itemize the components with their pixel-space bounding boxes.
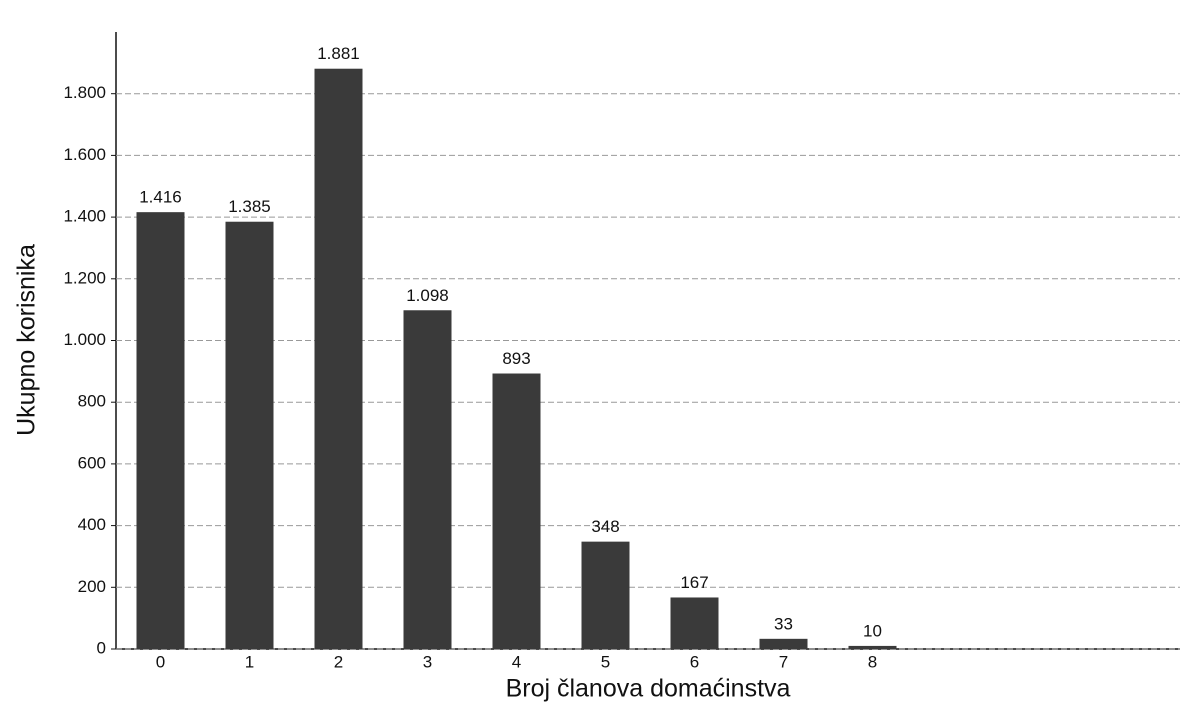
y-tick-label: 1.800 <box>63 83 106 102</box>
y-tick-label: 400 <box>78 515 106 534</box>
bar <box>403 310 452 649</box>
y-tick-label: 1.200 <box>63 268 106 287</box>
bar <box>225 221 274 650</box>
value-label: 1.385 <box>228 197 271 216</box>
y-tick-label: 800 <box>78 392 106 411</box>
x-tick-label: 0 <box>156 652 165 671</box>
value-label: 893 <box>502 349 530 368</box>
x-tick-label: 2 <box>334 652 343 671</box>
x-tick-label: 4 <box>512 652 521 671</box>
x-tick-label: 7 <box>779 652 788 671</box>
bar <box>759 638 808 649</box>
bar <box>492 373 541 649</box>
value-label: 167 <box>680 573 708 592</box>
value-label: 1.881 <box>317 44 360 63</box>
bar <box>670 597 719 649</box>
x-tick-label: 1 <box>245 652 254 671</box>
value-label: 1.416 <box>139 188 182 207</box>
y-tick-label: 0 <box>97 638 106 657</box>
x-axis-title: Broj članova domaćinstva <box>506 675 791 703</box>
x-tick-label: 6 <box>690 652 699 671</box>
y-tick-label: 600 <box>78 453 106 472</box>
y-tick-label: 200 <box>78 577 106 596</box>
x-tick-label: 3 <box>423 652 432 671</box>
x-tick-label: 5 <box>601 652 610 671</box>
bar <box>581 541 630 649</box>
bar <box>848 645 897 649</box>
value-label: 33 <box>774 614 793 633</box>
y-tick-label: 1.600 <box>63 145 106 164</box>
x-tick-label: 8 <box>868 652 877 671</box>
value-label: 10 <box>863 621 882 640</box>
y-axis-title: Ukupno korisnika <box>13 244 41 436</box>
y-tick-label: 1.400 <box>63 207 106 226</box>
y-tick-label: 1.000 <box>63 330 106 349</box>
value-label: 1.098 <box>406 286 449 305</box>
value-label: 348 <box>591 517 619 536</box>
bar <box>314 68 363 650</box>
bar <box>136 212 185 649</box>
